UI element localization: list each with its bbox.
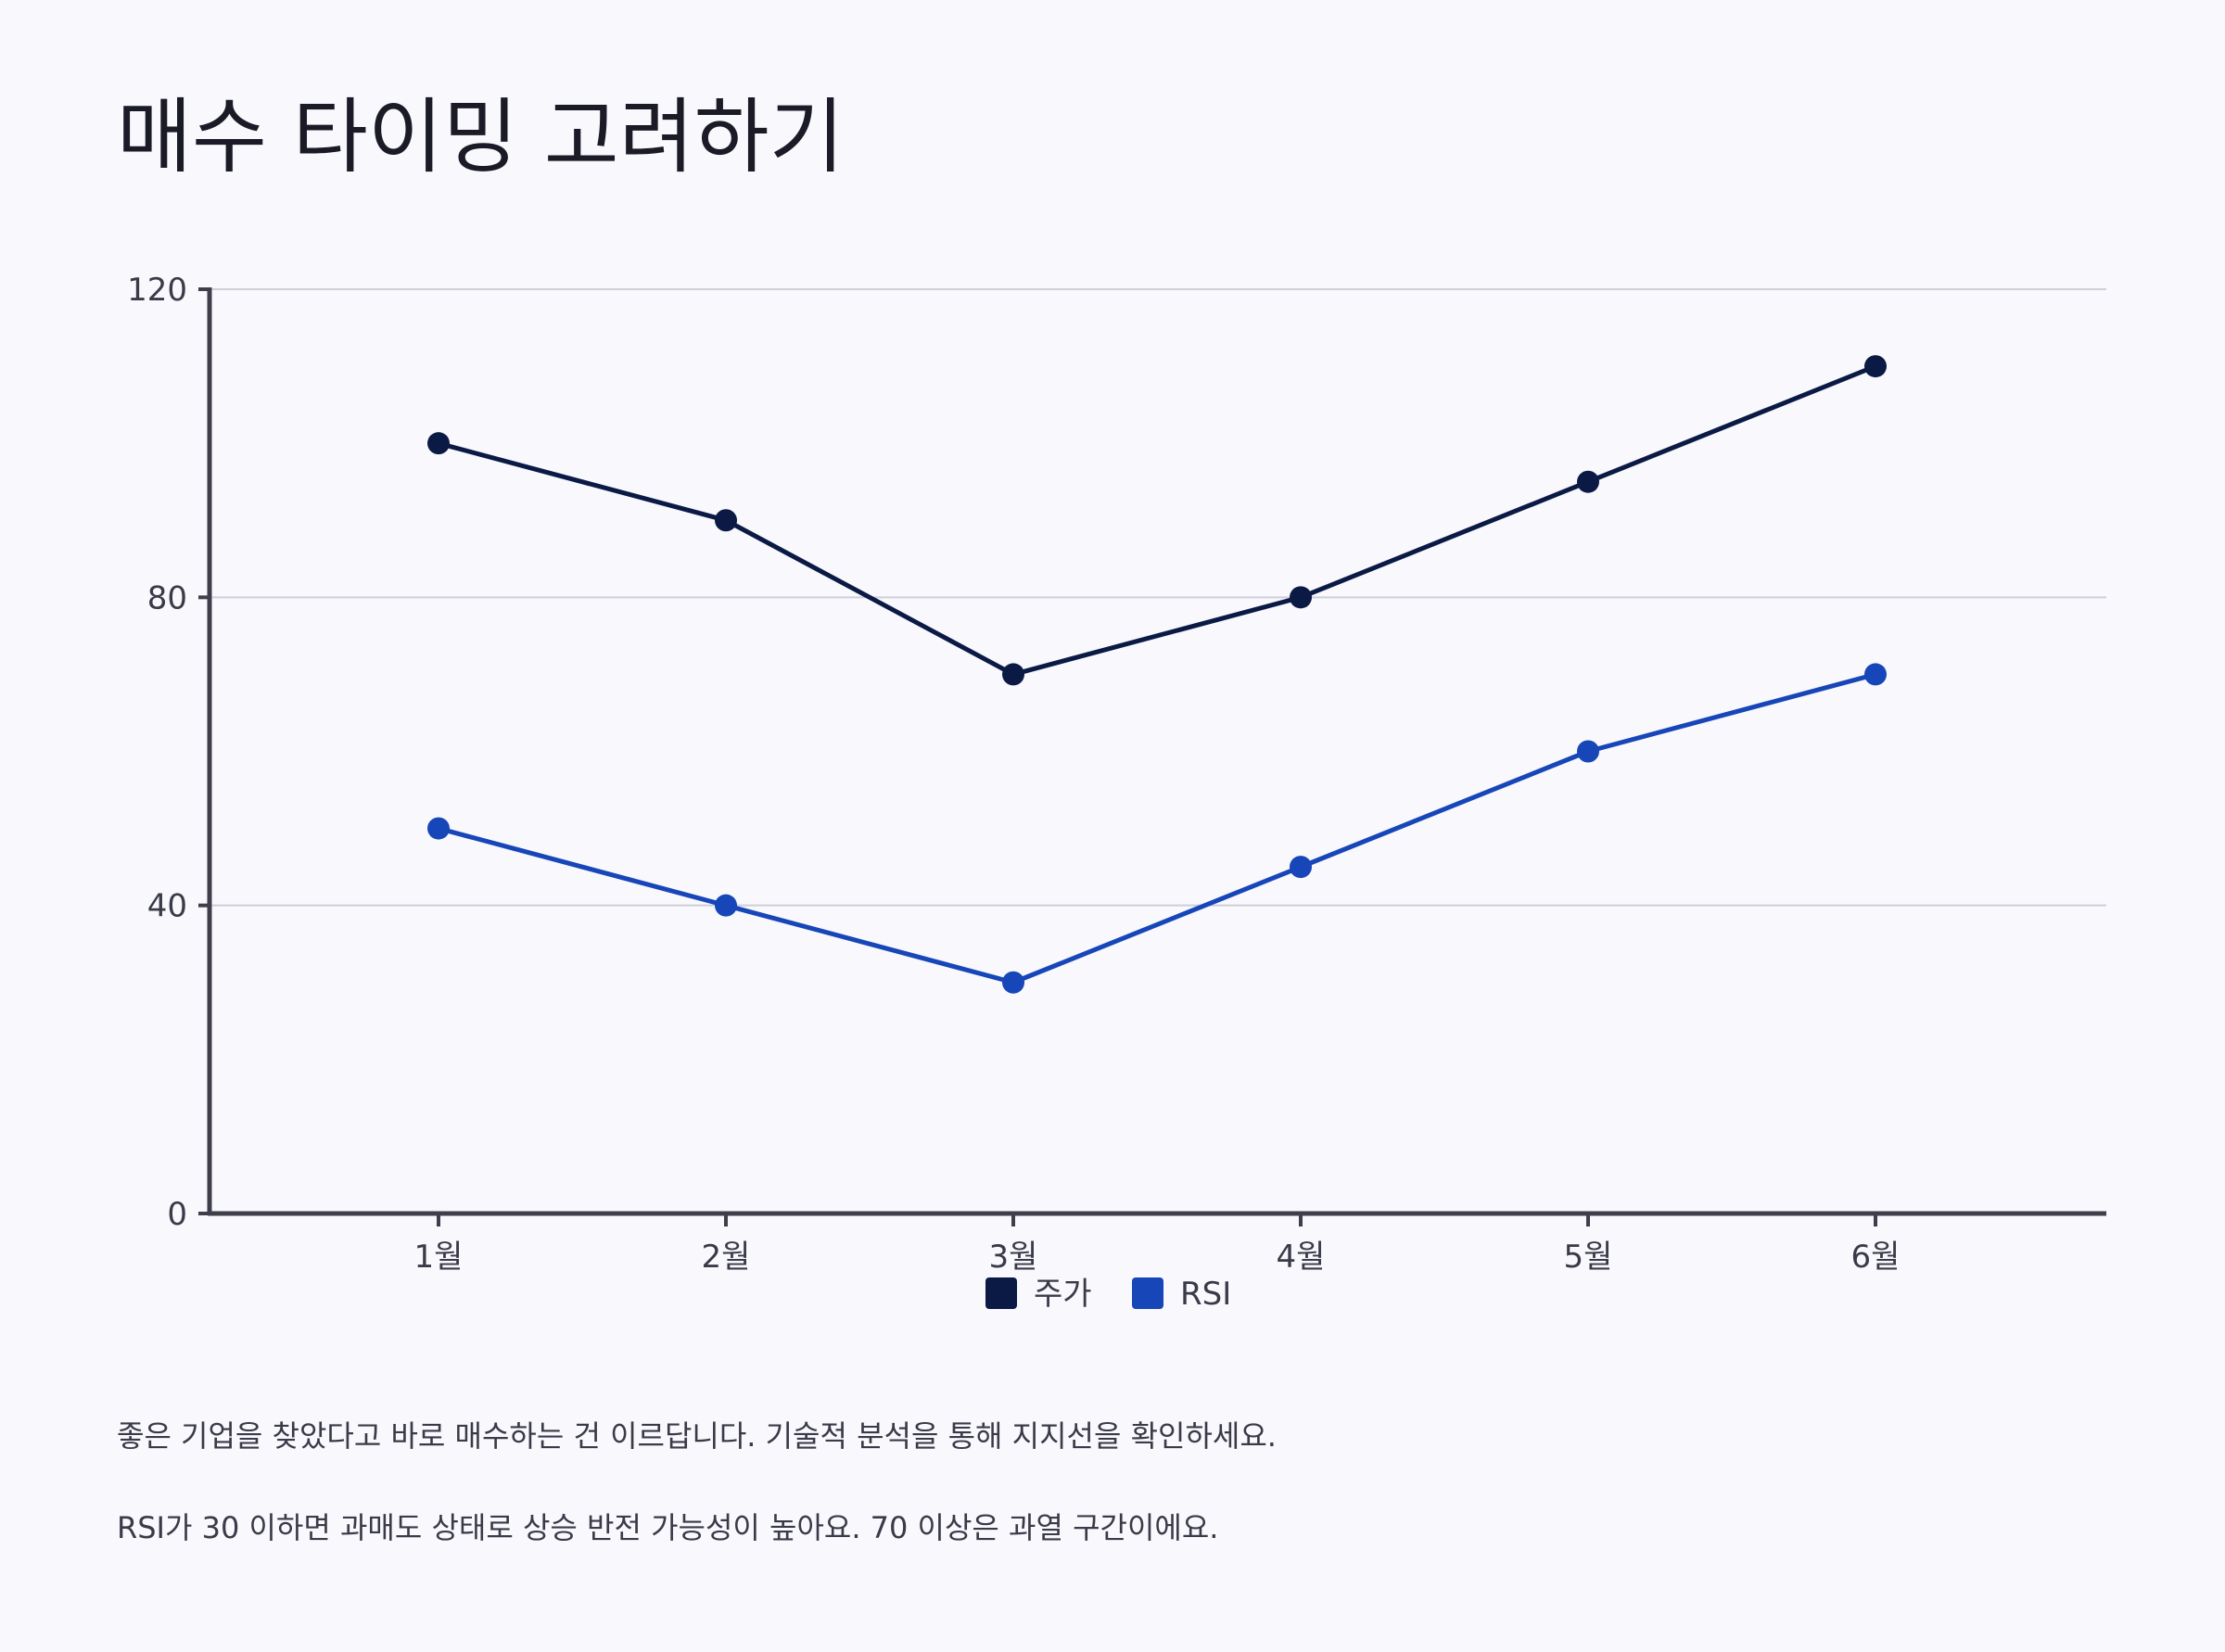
x-tick-label: 2월	[702, 1239, 751, 1276]
data-point	[715, 509, 737, 532]
x-tick-label: 1월	[414, 1239, 464, 1276]
note-rsi: RSI가 30 이하면 과매도 상태로 상승 반전 가능성이 높아요. 70 이…	[117, 1510, 1219, 1545]
x-tick-label: 6월	[1851, 1239, 1901, 1276]
chart-legend: 주가 RSI	[985, 1276, 1231, 1313]
data-point	[715, 894, 737, 917]
y-tick-label: 40	[147, 888, 187, 925]
x-tick-label: 4월	[1277, 1239, 1326, 1276]
chart-axes: 0 40 80 120 1월 2월 3월 4월 5월 6월	[127, 272, 2106, 1276]
series-line-rsi	[438, 672, 1876, 985]
legend-label: 주가	[1034, 1276, 1092, 1313]
data-point	[1864, 663, 1887, 686]
x-tick-label: 5월	[1564, 1239, 1613, 1276]
chart-series	[427, 355, 1887, 994]
grid-lines	[210, 288, 2106, 907]
series-line-price	[438, 363, 1876, 677]
note-support-line: 좋은 기업을 찾았다고 바로 매수하는 건 이르답니다. 기술적 분석을 통해 …	[117, 1418, 1277, 1454]
data-point	[1864, 355, 1887, 378]
y-tick-label: 120	[127, 272, 187, 309]
data-point	[1002, 971, 1024, 994]
legend-label: RSI	[1180, 1276, 1231, 1313]
y-tick-label: 80	[147, 579, 187, 616]
legend-swatch	[985, 1277, 1017, 1309]
data-point	[1290, 586, 1312, 609]
data-point	[1577, 740, 1599, 763]
x-tick-label: 3월	[989, 1239, 1038, 1276]
data-point	[427, 432, 450, 455]
page-title: 매수 타이밍 고려하기	[117, 89, 845, 184]
y-tick-label: 0	[167, 1196, 187, 1233]
legend-swatch	[1132, 1277, 1163, 1309]
data-point	[1002, 663, 1024, 686]
data-point	[1577, 470, 1599, 493]
data-point	[427, 817, 450, 840]
data-point	[1290, 856, 1312, 879]
